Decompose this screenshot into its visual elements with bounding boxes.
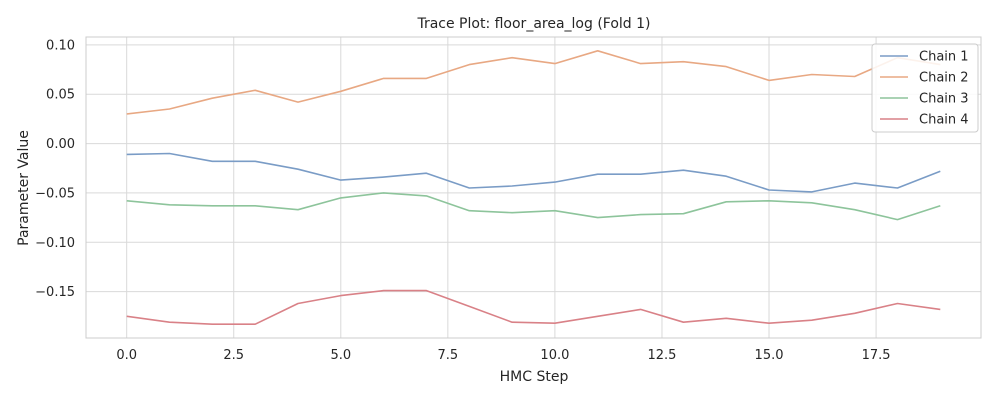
- x-tick-label: 10.0: [540, 348, 569, 363]
- plot-frame: [85, 36, 982, 339]
- series-line-chain-3: [126, 192, 941, 221]
- legend: Chain 1 Chain 2 Chain 3 Chain 4: [871, 43, 979, 133]
- y-tick-label: −0.10: [35, 236, 75, 251]
- x-tick-label: 17.5: [862, 348, 891, 363]
- x-tick-label: 0.0: [116, 348, 137, 363]
- x-tick-labels: 0.0 2.5 5.0 7.5 10.0 12.5 15.0 17.5: [116, 348, 890, 363]
- y-tick-label: 0.05: [46, 88, 75, 103]
- grid: [86, 37, 981, 338]
- legend-label: Chain 1: [919, 50, 969, 65]
- legend-box: [871, 43, 979, 133]
- chart-title: Trace Plot: floor_area_log (Fold 1): [416, 16, 650, 32]
- y-tick-label: 0.00: [46, 137, 75, 152]
- y-tick-label: −0.15: [35, 285, 75, 300]
- y-tick-label: 0.10: [46, 38, 75, 53]
- x-tick-label: 15.0: [755, 348, 784, 363]
- x-tick-label: 7.5: [438, 348, 459, 363]
- x-tick-label: 5.0: [330, 348, 351, 363]
- series-line-chain-2: [126, 49, 941, 115]
- legend-label: Chain 2: [919, 71, 969, 86]
- y-axis-label: Parameter Value: [16, 130, 32, 246]
- series-line-chain-4: [126, 289, 941, 326]
- series-line-chain-1: [126, 152, 941, 193]
- series-lines: [126, 49, 941, 326]
- x-tick-label: 12.5: [647, 348, 676, 363]
- y-tick-labels: 0.10 0.05 0.00 −0.05 −0.10 −0.15: [35, 38, 75, 300]
- x-tick-label: 2.5: [223, 348, 244, 363]
- legend-label: Chain 4: [919, 113, 969, 128]
- y-tick-label: −0.05: [35, 186, 75, 201]
- legend-label: Chain 3: [919, 92, 969, 107]
- x-axis-label: HMC Step: [500, 369, 569, 385]
